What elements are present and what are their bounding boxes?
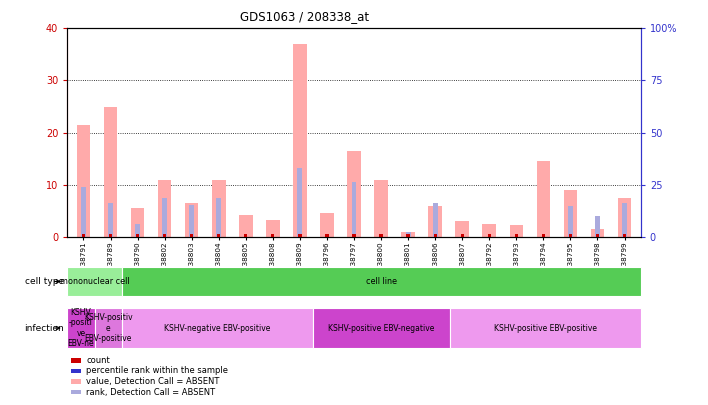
Bar — [271, 234, 275, 237]
Text: count: count — [86, 356, 110, 365]
Bar — [623, 234, 626, 237]
Bar — [595, 216, 600, 237]
Bar — [590, 229, 604, 237]
Bar — [189, 205, 194, 237]
Bar — [212, 179, 226, 237]
Bar — [622, 203, 627, 237]
Bar — [298, 234, 302, 237]
Text: GDS1063 / 208338_at: GDS1063 / 208338_at — [240, 10, 369, 23]
Text: cell line: cell line — [366, 277, 396, 286]
Bar — [293, 44, 307, 237]
Bar — [542, 234, 545, 237]
Bar — [244, 234, 247, 237]
Bar — [239, 215, 253, 237]
Text: KSHV-negative EBV-positive: KSHV-negative EBV-positive — [164, 324, 270, 333]
Bar — [163, 234, 166, 237]
Bar — [375, 179, 388, 237]
Bar — [82, 234, 85, 237]
Bar — [433, 234, 437, 237]
Bar — [406, 232, 411, 237]
Bar — [428, 206, 442, 237]
Bar — [81, 187, 86, 237]
Bar — [510, 226, 523, 237]
Text: percentile rank within the sample: percentile rank within the sample — [86, 367, 229, 375]
Text: infection: infection — [24, 324, 64, 333]
Bar — [618, 198, 632, 237]
Bar — [297, 168, 302, 237]
Bar — [433, 203, 438, 237]
Bar — [568, 206, 573, 237]
Bar — [217, 198, 221, 237]
Text: mononuclear cell: mononuclear cell — [59, 277, 130, 286]
Bar — [109, 234, 112, 237]
Bar — [401, 232, 415, 237]
Bar — [76, 125, 90, 237]
Bar — [379, 234, 382, 237]
Bar — [347, 151, 361, 237]
Text: KSHV-positive EBV-positive: KSHV-positive EBV-positive — [493, 324, 597, 333]
Bar — [515, 234, 518, 237]
Bar — [488, 234, 491, 237]
Bar — [461, 234, 464, 237]
Bar — [108, 203, 113, 237]
Bar — [162, 198, 167, 237]
Text: KSHV-positiv
e
EBV-positive: KSHV-positiv e EBV-positive — [84, 313, 132, 343]
Bar — [537, 161, 550, 237]
Bar — [266, 220, 280, 237]
Bar — [185, 203, 198, 237]
Text: cell type: cell type — [25, 277, 64, 286]
Bar — [217, 234, 220, 237]
Bar — [104, 107, 118, 237]
Bar — [564, 190, 577, 237]
Bar — [190, 234, 193, 237]
Bar — [455, 221, 469, 237]
Bar — [596, 234, 599, 237]
Bar — [482, 224, 496, 237]
Bar — [131, 208, 144, 237]
Text: rank, Detection Call = ABSENT: rank, Detection Call = ABSENT — [86, 388, 215, 396]
Text: KSHV
-positi
ve
EBV-ne: KSHV -positi ve EBV-ne — [67, 308, 94, 348]
Bar — [326, 234, 329, 237]
Bar — [136, 234, 139, 237]
Text: KSHV-positive EBV-negative: KSHV-positive EBV-negative — [328, 324, 435, 333]
Bar — [158, 179, 171, 237]
Bar — [320, 213, 333, 237]
Bar — [569, 234, 572, 237]
Bar — [353, 234, 355, 237]
Bar — [352, 182, 356, 237]
Bar — [135, 224, 140, 237]
Bar — [406, 234, 410, 237]
Text: value, Detection Call = ABSENT: value, Detection Call = ABSENT — [86, 377, 219, 386]
